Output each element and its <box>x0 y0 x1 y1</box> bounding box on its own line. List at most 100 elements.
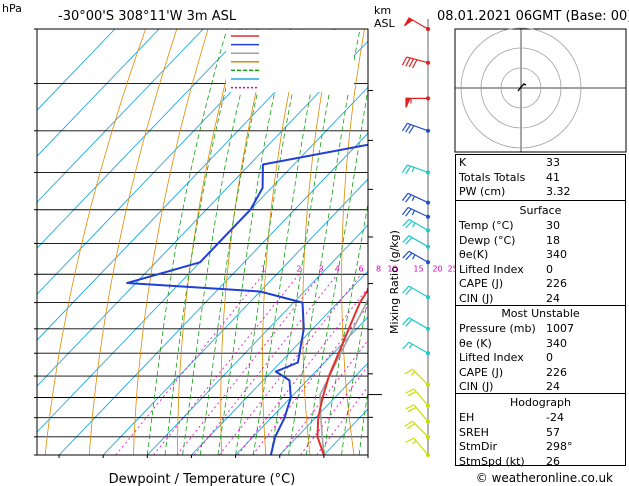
dry-adiabat-line <box>220 29 272 455</box>
parameter-value: 41 <box>546 170 560 184</box>
wind-barb <box>401 206 431 219</box>
wind-barb-half <box>411 167 415 173</box>
parameter-value: 57 <box>546 425 560 439</box>
parameter-label: Pressure (mb) <box>459 322 536 335</box>
wind-barb <box>402 218 431 233</box>
wind-barb-full <box>412 59 418 69</box>
wind-barb-column <box>401 17 431 458</box>
parameter-label: EH <box>459 411 475 424</box>
wind-barb-base <box>425 128 431 133</box>
wind-barb-staff <box>407 192 429 204</box>
wet-adiabat-line <box>323 201 368 455</box>
mixing-ratio-label: 6 <box>359 264 364 273</box>
wind-barb-full <box>405 388 415 394</box>
wind-barb-base <box>425 434 431 439</box>
mixing-ratio-label: 15 <box>413 264 423 273</box>
x-axis-title: Dewpoint / Temperature (°C) <box>109 472 296 486</box>
wind-barb-full <box>401 122 408 132</box>
mixing-ratio-label: 8 <box>376 264 381 273</box>
wind-barb-staff <box>408 218 429 231</box>
isotherm-line <box>37 29 336 341</box>
wet-adiabat-line <box>146 29 228 455</box>
wet-adiabat-line <box>199 29 274 455</box>
isotherm-line <box>58 132 368 455</box>
mixing-ratio-line <box>219 274 362 455</box>
dry-adiabat-line <box>177 29 240 455</box>
parameter-value: 18 <box>546 233 560 247</box>
dewpoint-series-line <box>126 143 368 455</box>
wind-barb <box>401 164 431 175</box>
wind-barb-staff <box>407 122 429 132</box>
wind-barb-pennant <box>405 97 411 108</box>
wind-barb-full <box>401 207 409 216</box>
wind-barb-staff <box>413 388 429 407</box>
wind-barb <box>401 192 431 205</box>
mixing-ratio-line <box>193 274 338 455</box>
parameter-label: StmDir <box>459 440 498 454</box>
parameter-label: Dewp (°C) <box>459 233 516 247</box>
wind-barb-full <box>407 406 417 413</box>
wind-barb-half <box>411 196 415 202</box>
parameter-value: 340 <box>546 248 567 262</box>
wind-barb-full <box>401 192 409 201</box>
pressure-unit-label: hPa <box>2 2 22 15</box>
wind-barb-half <box>411 222 416 228</box>
divider <box>455 200 626 201</box>
wind-barb-full <box>408 58 415 68</box>
wind-barb-staff <box>407 164 429 174</box>
wind-barb-base <box>425 170 431 175</box>
parameter-label: StmSpd (kt) <box>459 454 525 468</box>
dry-adiabat-line <box>133 29 209 455</box>
wind-barb <box>401 122 431 134</box>
wind-barb-staff <box>407 206 429 218</box>
isotherm-line <box>191 270 368 455</box>
wind-barb-base <box>425 326 431 331</box>
wind-barb <box>404 368 431 387</box>
parameter-row: Temp (°C) 30 <box>455 218 626 233</box>
wind-barb-full <box>401 56 408 66</box>
parameter-row: CIN (J) 24 <box>455 291 626 306</box>
isotherm-line <box>37 40 368 387</box>
parameter-label: Lifted Index <box>459 351 524 365</box>
datetime-title: 08.01.2021 06GMT (Base: 00) <box>437 9 629 24</box>
mixing-ratio-label: 1 <box>261 264 266 273</box>
wind-barb-full <box>405 124 412 133</box>
wind-barb-staff <box>408 341 429 354</box>
wind-barb-full <box>404 420 413 427</box>
wind-barb-full <box>405 208 412 217</box>
parameter-row: PW (cm) 3.32 <box>455 184 626 199</box>
isotherm-line <box>147 224 368 455</box>
wind-barb <box>405 404 431 424</box>
parameter-row: CAPE (J) 226 <box>455 365 626 380</box>
mixing-ratio-line <box>153 274 300 455</box>
wind-barb-full <box>405 319 413 327</box>
mixing-ratio-label: 20 <box>432 264 442 273</box>
mixing-ratio-line <box>237 287 368 455</box>
wind-barb-staff <box>408 235 429 248</box>
wind-barb-full <box>405 194 412 203</box>
parameter-value: 226 <box>546 277 567 291</box>
parameter-row: K 33 <box>455 155 626 170</box>
parameter-value: 26 <box>546 454 560 468</box>
wind-barb <box>405 437 431 458</box>
location-title: -30°00'S 308°11'W 3m ASL <box>58 9 237 24</box>
wind-barb-full <box>402 235 410 243</box>
wind-barb <box>402 341 431 356</box>
parameter-row: θe (K) 340 <box>455 336 626 351</box>
wind-barb-half <box>411 254 416 260</box>
wind-barb-half <box>411 210 415 216</box>
wet-adiabat-line <box>358 388 368 455</box>
wet-adiabat-line <box>288 29 361 455</box>
temperature-series-line <box>316 288 368 455</box>
parameter-label: Temp (°C) <box>459 219 514 232</box>
parameter-label: PW (cm) <box>459 185 506 199</box>
parameter-label: CIN (J) <box>459 380 494 394</box>
wind-barb-staff <box>413 404 429 423</box>
parameter-value: 226 <box>546 365 567 379</box>
parameter-row: StmSpd (kt) 26 <box>455 454 626 469</box>
wind-barb-full <box>405 57 411 67</box>
wind-barb-staff <box>408 250 429 263</box>
wind-barb-pennant <box>403 17 414 27</box>
wind-barb <box>402 250 431 265</box>
